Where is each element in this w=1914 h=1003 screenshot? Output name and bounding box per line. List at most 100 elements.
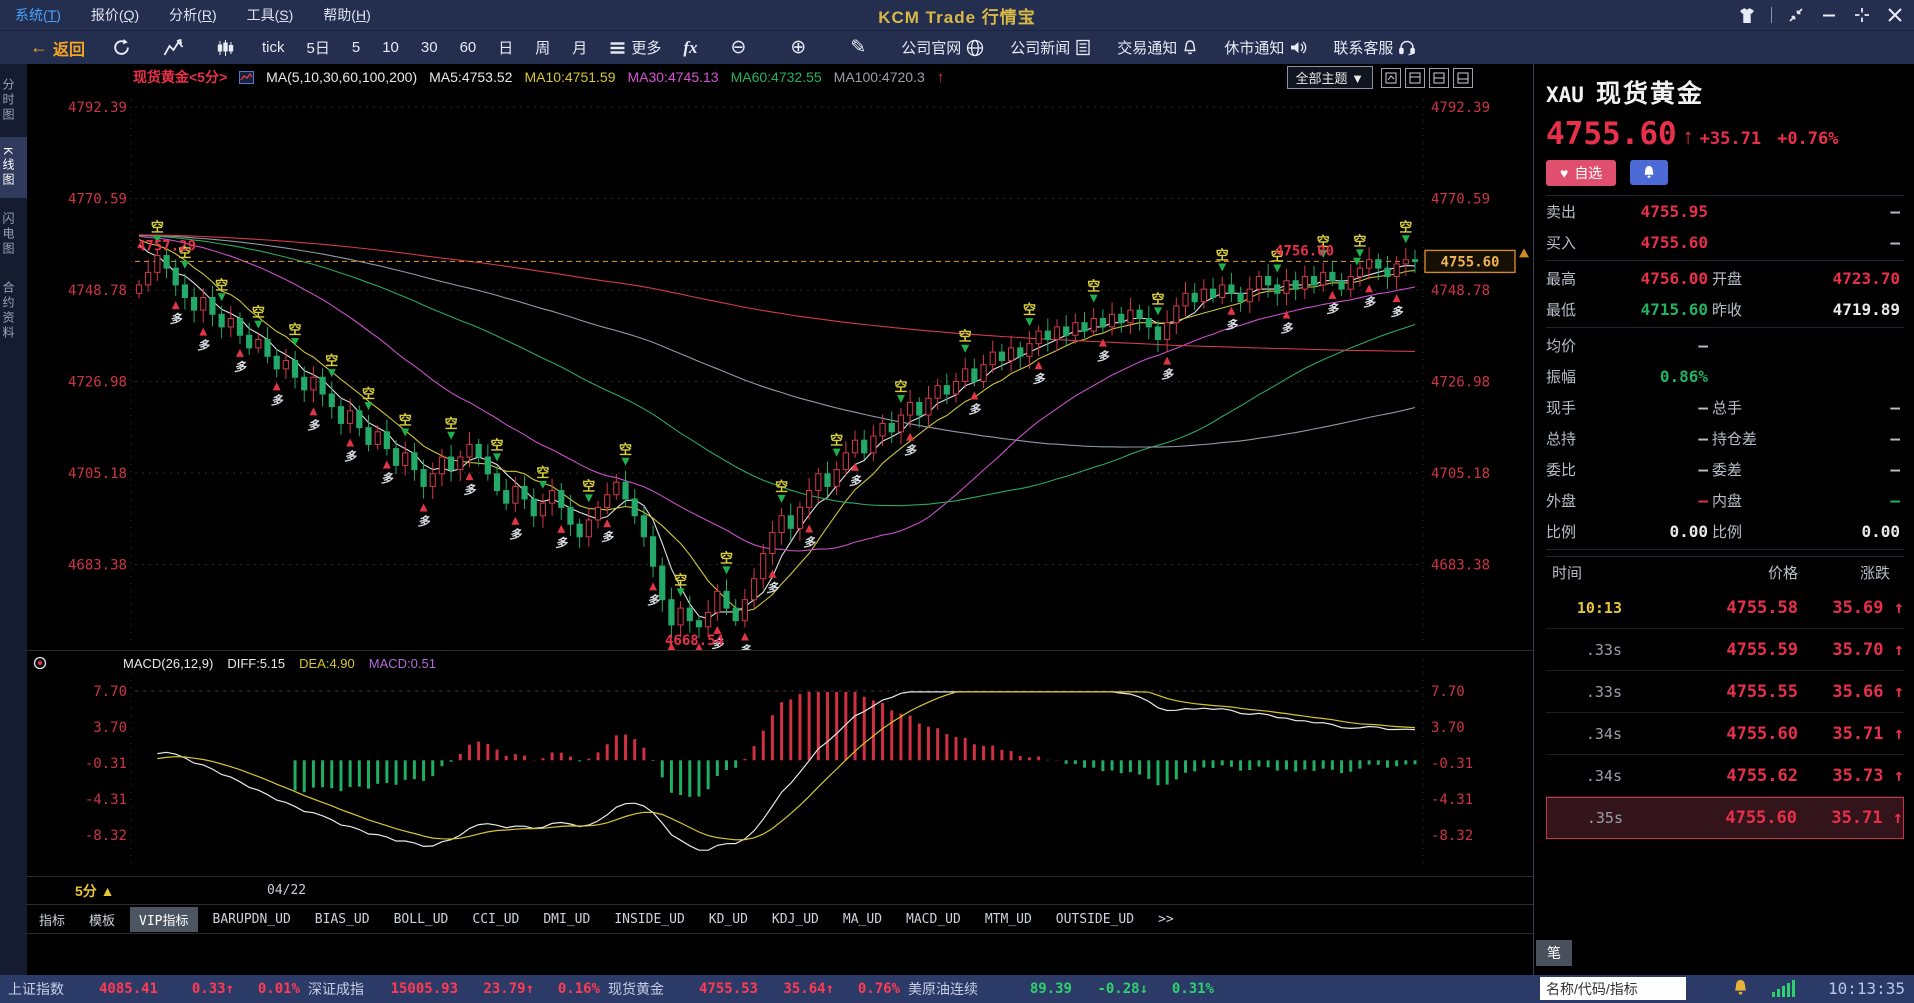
macd-target-icon	[33, 656, 47, 670]
notification-bell-icon[interactable]	[1732, 979, 1749, 997]
index-美原油连续: 美原油连续 89.39 -0.28↓ 0.31%	[908, 979, 1214, 999]
collapse-button[interactable]	[1787, 6, 1805, 24]
period-60[interactable]: 60	[459, 39, 477, 56]
up-arrow-icon: ↑	[1893, 723, 1904, 744]
tab-BARUPDN_UD[interactable]: BARUPDN_UD	[212, 911, 291, 927]
menu-H[interactable]: 帮助(H)	[323, 7, 371, 23]
line-chart-button[interactable]	[163, 38, 184, 57]
sidebar-item-K线图[interactable]: K线图	[0, 137, 27, 199]
link-news[interactable]: 公司新闻	[1010, 37, 1091, 58]
tab-CCI_UD[interactable]: CCI_UD	[472, 911, 520, 927]
index-现货黄金: 现货黄金 4755.53 35.64↑ 0.76%	[608, 979, 900, 999]
tick-row[interactable]: 10:13 4755.58 35.69 ↑	[1546, 587, 1904, 629]
tab-ticks[interactable]: 笔	[1536, 940, 1572, 966]
tick-row[interactable]: .34s 4755.62 35.73 ↑	[1546, 755, 1904, 797]
field-value: 4723.70	[1832, 269, 1900, 288]
maximize-button[interactable]	[1853, 6, 1871, 24]
period-tick[interactable]: tick	[262, 39, 285, 56]
link-globe[interactable]: 公司官网	[901, 37, 984, 58]
tab-BOLL_UD[interactable]: BOLL_UD	[393, 911, 449, 927]
menu-T[interactable]: 系统(T)	[15, 7, 61, 23]
symbol-name: 现货黄金	[1595, 80, 1704, 108]
tab-VIP指标[interactable]: VIP指标	[130, 906, 198, 932]
tab-DMI_UD[interactable]: DMI_UD	[543, 911, 591, 927]
field-value: —	[1890, 460, 1900, 479]
period-5日[interactable]: 5日	[306, 40, 330, 57]
macd-panel[interactable]: MACD(26,12,9) DIFF:5.15 DEA:4.90 MACD:0.…	[27, 650, 1533, 876]
theme-select[interactable]: 全部主题 ▼	[1286, 66, 1373, 89]
layout-three-button[interactable]	[1429, 67, 1449, 88]
svg-text:4748.78: 4748.78	[1431, 283, 1490, 299]
draw-button[interactable]: ✎	[850, 37, 867, 58]
menu-Q[interactable]: 报价(Q)	[90, 7, 140, 23]
svg-text:-0.31: -0.31	[85, 756, 127, 772]
svg-text:4705.18: 4705.18	[1431, 466, 1490, 482]
tab-模板[interactable]: 模板	[89, 913, 116, 929]
minimize-button[interactable]	[1820, 6, 1838, 24]
period-5[interactable]: 5	[351, 39, 361, 56]
kline-chart[interactable]: 4792.39 4792.39 4770.59 4770.59 4748.78 4748.…	[27, 90, 1533, 650]
period-周[interactable]: 周	[535, 40, 551, 57]
headset-icon	[1398, 39, 1416, 56]
sidebar-item-闪电图[interactable]: 闪电图	[1, 212, 15, 258]
tick-row[interactable]: .33s 4755.55 35.66 ↑	[1546, 671, 1904, 713]
svg-text:多: 多	[170, 312, 183, 326]
tab-INSIDE_UD[interactable]: INSIDE_UD	[614, 911, 685, 927]
tab-MACD_UD[interactable]: MACD_UD	[906, 911, 961, 927]
svg-text:空: 空	[289, 322, 302, 337]
more-button[interactable]: 更多	[610, 40, 662, 57]
menu-S[interactable]: 工具(S)	[246, 7, 294, 23]
tab-指标[interactable]: 指标	[39, 913, 66, 929]
index-value: 4085.41	[98, 981, 158, 997]
svg-text:空: 空	[1087, 279, 1100, 294]
svg-text:空: 空	[536, 465, 549, 480]
add-favorite-button[interactable]: ♥ 自选	[1546, 160, 1617, 186]
up-arrow-icon: ↑	[1892, 808, 1903, 828]
period-30[interactable]: 30	[420, 39, 438, 56]
svg-text:-8.32: -8.32	[85, 828, 127, 844]
quote-row: 均价 —	[1546, 330, 1904, 361]
sidebar-item-合约资料[interactable]: 合约资料	[1, 281, 15, 342]
layout-four-button[interactable]	[1453, 67, 1473, 88]
zoom-in-button[interactable]: ⊕	[790, 37, 807, 58]
link-speaker[interactable]: 休市通知	[1224, 37, 1307, 58]
quote-row: 委比 — 委差 —	[1546, 454, 1904, 485]
layout-single-button[interactable]	[1381, 67, 1401, 88]
search-input[interactable]	[1540, 977, 1686, 1000]
period-日[interactable]: 日	[498, 40, 514, 57]
candle-chart-button[interactable]	[216, 39, 235, 57]
layout-two-button[interactable]	[1405, 67, 1425, 88]
period-label[interactable]: 5分 ▲	[75, 882, 115, 899]
menu-R[interactable]: 分析(R)	[169, 7, 217, 23]
ma-value-label: MA5:4753.52	[429, 69, 513, 85]
link-headset[interactable]: 联系客服	[1333, 37, 1416, 58]
tab-BIAS_UD[interactable]: BIAS_UD	[314, 911, 370, 927]
tab-MA_UD[interactable]: MA_UD	[842, 911, 883, 927]
title-bar: 系统(T) 报价(Q) 分析(R) 工具(S) 帮助(H) KCM Trade 行情宝	[0, 0, 1914, 30]
tick-row[interactable]: .34s 4755.60 35.71 ↑	[1546, 713, 1904, 755]
tab->>[interactable]: >>	[1158, 911, 1174, 927]
divider	[1546, 260, 1904, 261]
theme-button[interactable]	[1738, 6, 1756, 24]
tab-MTM_UD[interactable]: MTM_UD	[984, 911, 1032, 927]
layout-buttons	[1381, 67, 1473, 88]
tab-OUTSIDE_UD[interactable]: OUTSIDE_UD	[1055, 911, 1135, 927]
close-button[interactable]	[1886, 6, 1904, 24]
tab-KDJ_UD[interactable]: KDJ_UD	[771, 911, 819, 927]
tick-price: 4755.59	[1726, 639, 1798, 660]
field-label: 振幅	[1546, 369, 1577, 386]
link-bell[interactable]: 交易通知	[1117, 37, 1198, 58]
period-月[interactable]: 月	[572, 40, 588, 57]
svg-text:4726.98: 4726.98	[1431, 375, 1490, 391]
tick-row[interactable]: .35s 4755.60 35.71 ↑	[1546, 797, 1904, 839]
refresh-button[interactable]	[112, 38, 131, 57]
tab-KD_UD[interactable]: KD_UD	[708, 911, 748, 927]
tick-row[interactable]: .33s 4755.59 35.70 ↑	[1546, 629, 1904, 671]
field-value: —	[1698, 398, 1708, 417]
back-button[interactable]: ← 返回	[30, 37, 86, 59]
zoom-out-button[interactable]: ⊖	[730, 37, 747, 58]
formula-fx-button[interactable]: fx	[683, 37, 698, 57]
sidebar-item-分时图[interactable]: 分时图	[1, 78, 15, 123]
alert-bell-button[interactable]	[1630, 160, 1669, 185]
period-10[interactable]: 10	[382, 39, 399, 56]
